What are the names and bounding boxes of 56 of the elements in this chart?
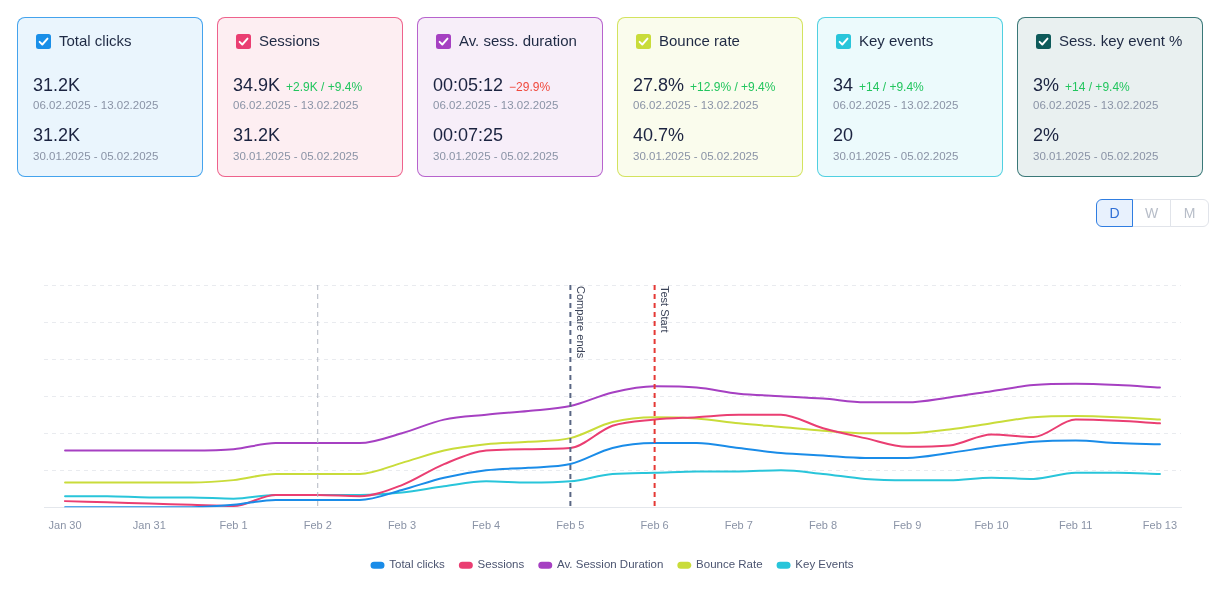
text: Key events xyxy=(859,32,934,50)
text: 34 xyxy=(833,74,854,97)
text: 30.01.2025 - 05.02.2025 xyxy=(633,149,759,163)
text: 2% xyxy=(1033,125,1060,145)
legend-label: Total clicks xyxy=(389,558,446,571)
legend-label: Bounce Rate xyxy=(696,558,763,571)
x-tick-label: Feb 3 xyxy=(387,518,417,531)
x-tick-label: Feb 9 xyxy=(893,518,922,531)
x-tick-label: Jan 30 xyxy=(48,518,82,531)
legend-label: Sessions xyxy=(477,558,525,571)
text: 31.2K xyxy=(233,125,281,145)
text: 06.02.2025 - 13.02.2025 xyxy=(33,98,159,112)
text: 06.02.2025 - 13.02.2025 xyxy=(433,98,559,112)
legend-label: Av. Session Duration xyxy=(557,558,664,571)
text: 20 xyxy=(833,125,854,145)
text: 00:07:25 xyxy=(433,125,504,145)
text: 31.2K xyxy=(33,74,81,97)
x-tick-label: Jan 31 xyxy=(132,518,166,531)
x-tick-label: Feb 1 xyxy=(219,518,248,531)
text: +14 / +9.4% xyxy=(1065,80,1130,94)
text: Bounce rate xyxy=(659,32,740,50)
x-tick-label: Feb 11 xyxy=(1059,518,1093,531)
text: 30.01.2025 - 05.02.2025 xyxy=(433,149,559,163)
text: 31.2K xyxy=(33,125,81,145)
text: 06.02.2025 - 13.02.2025 xyxy=(633,98,759,112)
text: 06.02.2025 - 13.02.2025 xyxy=(833,98,959,112)
text: 30.01.2025 - 05.02.2025 xyxy=(1033,149,1159,163)
text: 40.7% xyxy=(633,125,685,145)
text: Sess. key event % xyxy=(1059,32,1183,50)
legend-label: Key Events xyxy=(795,558,854,571)
text: +2.9K / +9.4% xyxy=(286,80,363,94)
text: +14 / +9.4% xyxy=(859,80,924,94)
x-tick-label: Feb 13 xyxy=(1142,518,1178,531)
x-tick-label: Feb 4 xyxy=(472,518,501,531)
x-tick-label: Feb 7 xyxy=(724,518,753,531)
x-tick-label: Feb 6 xyxy=(640,518,669,531)
text: 3% xyxy=(1033,74,1060,97)
x-tick-label: Feb 10 xyxy=(974,518,1009,531)
text: 30.01.2025 - 05.02.2025 xyxy=(833,149,959,163)
text: 34.9K xyxy=(233,74,281,97)
ref-line-label: Compare ends xyxy=(574,286,587,359)
text: 06.02.2025 - 13.02.2025 xyxy=(1033,98,1159,112)
text: Total clicks xyxy=(59,32,132,50)
text: Sessions xyxy=(259,32,320,50)
text: +12.9% / +9.4% xyxy=(690,80,776,94)
text: Av. sess. duration xyxy=(459,32,577,50)
ref-line-label: Test Start xyxy=(659,286,672,333)
x-tick-label: Feb 5 xyxy=(556,518,585,531)
text: 27.8% xyxy=(633,74,685,97)
text: 00:05:12 xyxy=(433,74,504,97)
text: −29.9% xyxy=(509,80,551,94)
x-tick-label: Feb 2 xyxy=(303,518,332,531)
text: 30.01.2025 - 05.02.2025 xyxy=(233,149,359,163)
x-tick-label: Feb 8 xyxy=(808,518,838,531)
text: 06.02.2025 - 13.02.2025 xyxy=(233,98,359,112)
text: 30.01.2025 - 05.02.2025 xyxy=(33,149,159,163)
